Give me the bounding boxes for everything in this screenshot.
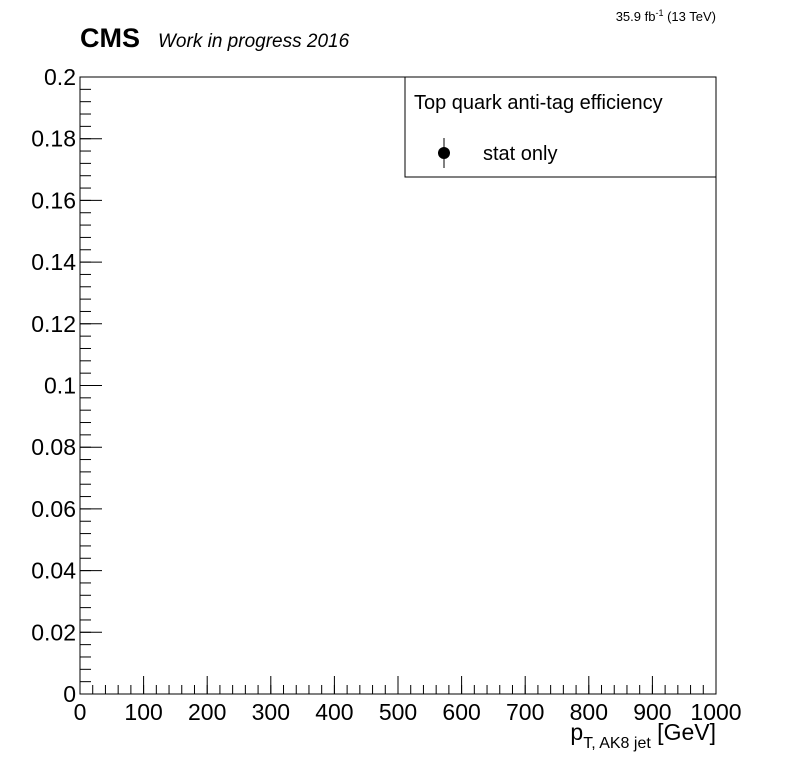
x-tick-label: 500: [379, 699, 417, 725]
y-tick-label: 0.2: [44, 64, 76, 90]
y-tick-label: 0.18: [31, 126, 76, 152]
y-axis: 0 0.02 0.04 0.06 0.08 0.1 0.12 0.14 0.16 0.18 0.2: [31, 64, 102, 707]
y-tick-label: 0.1: [44, 373, 76, 399]
experiment-label: CMS: [80, 23, 140, 53]
y-tick-label: 0.16: [31, 187, 76, 213]
x-tick-label: 1000: [690, 699, 741, 725]
legend: Top quark anti-tag efficiency stat only: [404, 76, 717, 178]
y-tick-label: 0.12: [31, 311, 76, 337]
x-tick-label: 300: [252, 699, 290, 725]
y-tick-label: 0.06: [31, 496, 76, 522]
x-tick-label: 0: [74, 699, 87, 725]
legend-box: [404, 76, 717, 178]
x-tick-label: 200: [188, 699, 226, 725]
x-axis: 0 100 200 300 400 500 600 700 800 900 1000: [74, 676, 742, 725]
y-tick-label: 0.08: [31, 434, 76, 460]
x-axis-title: pT, AK8 jet [GeV]: [570, 719, 716, 752]
legend-header: Top quark anti-tag efficiency: [414, 92, 663, 114]
x-tick-label: 700: [506, 699, 544, 725]
y-tick-label: 0.04: [31, 558, 76, 584]
y-tick-label: 0: [63, 681, 76, 707]
status-label: Work in progress 2016: [158, 31, 350, 52]
y-tick-label: 0.14: [31, 249, 76, 275]
x-tick-label: 800: [570, 699, 608, 725]
x-tick-label: 100: [124, 699, 162, 725]
legend-entry-label: stat only: [483, 143, 557, 165]
x-tick-label: 400: [315, 699, 353, 725]
y-tick-label: 0.02: [31, 619, 76, 645]
luminosity-label: 35.9 fb-1 (13 TeV): [616, 8, 716, 24]
x-tick-label: 600: [442, 699, 480, 725]
legend-marker: [438, 147, 450, 159]
x-tick-label: 900: [633, 699, 671, 725]
